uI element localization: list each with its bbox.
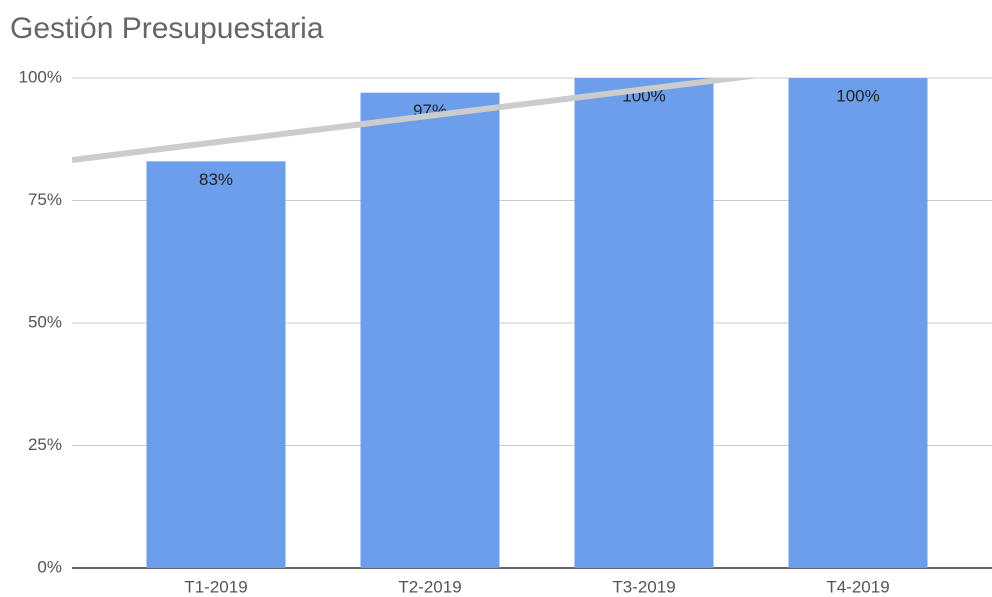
- bar: [146, 161, 286, 569]
- bar: [574, 78, 714, 568]
- y-tick-label: 0%: [37, 557, 62, 576]
- chart-title: Gestión Presupuestaria: [10, 12, 324, 45]
- trendline: [72, 78, 760, 163]
- data-label: 83%: [199, 170, 233, 189]
- x-tick-label: T1-2019: [184, 577, 247, 596]
- x-tick-label: T3-2019: [612, 577, 675, 596]
- x-tick-label: T4-2019: [826, 577, 889, 596]
- data-label: 100%: [836, 86, 879, 105]
- y-tick-label: 25%: [28, 435, 62, 454]
- y-tick-label: 100%: [19, 67, 62, 86]
- trendline-group: [72, 78, 760, 163]
- bar: [360, 92, 500, 568]
- bar: [788, 78, 928, 568]
- y-tick-label: 75%: [28, 190, 62, 209]
- y-tick-label: 50%: [28, 312, 62, 331]
- x-tick-label: T2-2019: [398, 577, 461, 596]
